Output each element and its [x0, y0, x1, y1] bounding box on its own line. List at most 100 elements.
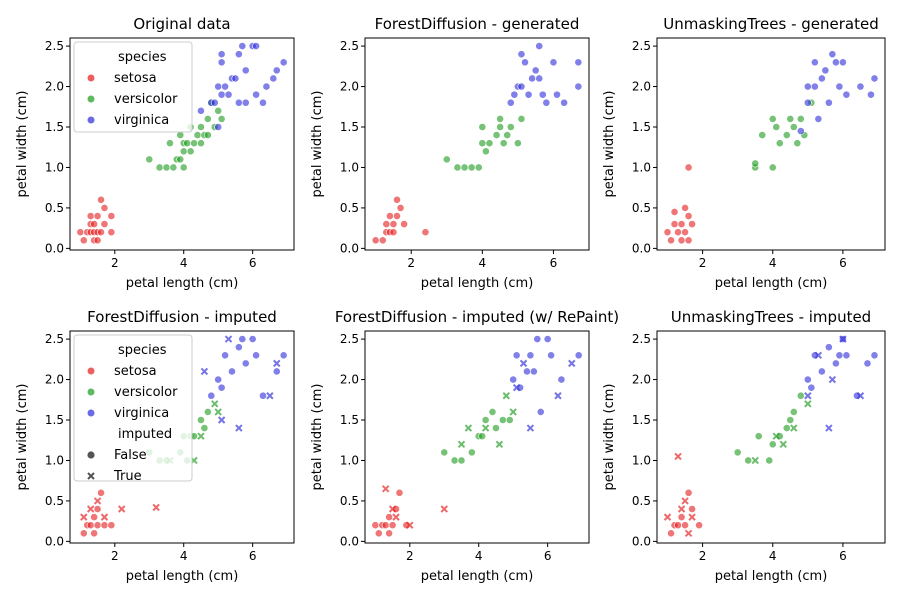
data-point-virginica [828, 50, 837, 59]
data-point-virginica [557, 375, 566, 384]
data-point-setosa [90, 220, 99, 229]
y-axis-label: petal width (cm) [310, 91, 325, 198]
legend-label-virginica: virginica [114, 406, 169, 421]
data-point-virginica [803, 375, 812, 384]
y-axis-label: petal width (cm) [15, 384, 30, 491]
data-point-virginica [536, 408, 545, 416]
data-point-virginica [803, 82, 812, 91]
data-point-virginica [224, 90, 233, 99]
data-point-virginica [523, 367, 531, 376]
data-point-versicolor [796, 391, 805, 400]
imputed-point-versicolor [495, 440, 504, 448]
y-tick-label: 0.5 [45, 201, 64, 215]
data-point-setosa [393, 195, 401, 204]
data-point-virginica [238, 42, 247, 50]
x-tick-label: 2 [406, 549, 414, 563]
y-axis-label: petal width (cm) [310, 384, 325, 491]
data-point-virginica [221, 351, 229, 360]
data-point-virginica [248, 335, 257, 343]
y-axis-label: petal width (cm) [602, 384, 617, 491]
imputed-point-setosa [684, 529, 693, 537]
data-point-versicolor [492, 131, 501, 139]
data-point-virginica [524, 90, 533, 99]
y-tick-label: 0.5 [632, 201, 651, 215]
x-tick-label: 6 [249, 256, 257, 270]
x-axis-label: petal length (cm) [715, 569, 828, 584]
data-point-versicolor [496, 123, 505, 131]
data-point-setosa [677, 513, 686, 522]
imputed-point-setosa [388, 505, 397, 513]
y-tick-label: 2.5 [632, 332, 651, 346]
y-tick-label: 2.5 [340, 39, 359, 53]
data-point-virginica [817, 367, 826, 376]
data-point-setosa [385, 529, 394, 538]
data-point-setosa [93, 521, 102, 530]
legend-label-setosa: setosa [114, 71, 157, 86]
legend-title-species: species [118, 50, 167, 65]
data-point-versicolor [186, 147, 195, 156]
panel-4: ForestDiffusion - imputed 2 4 6 0.0 0.5 1.0 1.5… [15, 308, 295, 584]
imputed-point-versicolor [481, 424, 490, 432]
x-axis-label: petal length (cm) [126, 276, 239, 291]
data-point-setosa [374, 529, 383, 538]
imputed-point-versicolor [779, 440, 787, 448]
data-point-setosa [93, 212, 102, 220]
legend: species setosa versicolor virginica imputed F… [73, 334, 193, 484]
data-point-virginica [863, 359, 872, 368]
y-tick-label: 2.0 [340, 373, 359, 387]
y-tick-label: 1.5 [632, 413, 651, 427]
data-point-setosa [684, 163, 693, 172]
data-point-setosa [663, 228, 672, 237]
data-point-virginica [817, 74, 826, 83]
data-point-versicolor [505, 416, 514, 424]
data-point-virginica [824, 98, 833, 107]
data-point-virginica [842, 90, 851, 99]
data-point-versicolor [758, 131, 767, 139]
data-point-versicolor [775, 139, 784, 148]
y-tick-label: 1.0 [340, 160, 359, 174]
imputed-point-setosa [392, 513, 400, 521]
data-point-setosa [674, 521, 682, 530]
legend-marker-setosa [86, 73, 96, 83]
data-point-virginica [867, 90, 875, 99]
y-tick-label: 0.0 [632, 534, 651, 548]
x-tick-label: 6 [550, 256, 558, 270]
data-point-virginica [531, 66, 540, 75]
y-tick-label: 0.0 [45, 241, 64, 255]
data-point-versicolor [782, 131, 791, 139]
x-tick-label: 6 [839, 256, 847, 270]
data-point-versicolor [786, 416, 795, 424]
data-point-setosa [100, 220, 109, 229]
imputed-point-virginica [273, 359, 281, 368]
y-tick-label: 2.0 [340, 80, 359, 94]
data-point-setosa [90, 513, 99, 522]
data-point-virginica [535, 74, 544, 83]
panel-5: ForestDiffusion - imputed (w/ RePaint) 2 4… [310, 308, 619, 584]
data-point-virginica [542, 98, 551, 107]
data-point-virginica [214, 82, 223, 91]
legend-marker-versicolor [86, 94, 96, 104]
data-point-virginica [528, 74, 537, 83]
imputed-point-virginica [217, 416, 226, 424]
x-tick-label: 4 [769, 549, 777, 563]
data-point-virginica [560, 98, 569, 107]
imputed-point-setosa [677, 505, 686, 513]
data-point-versicolor [203, 408, 212, 416]
data-point-virginica [842, 351, 851, 360]
x-tick-label: 6 [249, 549, 257, 563]
panel-2: ForestDiffusion - generated 2 4 6 0.0 0.5 1.0 1… [310, 15, 590, 291]
data-point-versicolor [203, 115, 212, 123]
x-axis-label: petal length (cm) [126, 569, 239, 584]
data-point-versicolor [492, 424, 500, 432]
y-tick-label: 2.0 [632, 373, 651, 387]
imputed-point-versicolor [464, 424, 473, 432]
data-point-setosa [97, 228, 105, 237]
data-point-virginica [549, 58, 558, 67]
data-point-setosa [107, 521, 116, 530]
data-point-versicolor [488, 408, 497, 416]
x-tick-label: 6 [839, 549, 847, 563]
data-point-versicolor [460, 163, 469, 172]
x-tick-label: 2 [699, 256, 707, 270]
data-point-virginica [574, 82, 583, 91]
data-point-versicolor [169, 163, 178, 172]
